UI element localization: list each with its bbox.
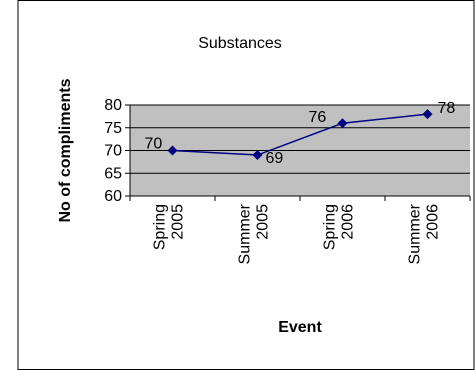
data-labels: 70 69 76 78 — [145, 100, 456, 167]
data-label: 76 — [309, 109, 327, 126]
x-tick-label-line: 2005 — [255, 204, 272, 240]
x-tick-label-line: 2005 — [170, 204, 187, 240]
data-marker — [337, 118, 348, 129]
x-tick-label-line: 2006 — [425, 204, 442, 240]
data-marker — [167, 145, 178, 156]
x-tick-label: Spring 2006 — [322, 204, 357, 250]
x-tick-labels: Spring 2005 Summer 2005 Spring 2006 Summer 2006 — [152, 203, 442, 264]
y-tick-label: 60 — [104, 188, 122, 205]
x-tick-label-line: Spring — [152, 204, 169, 250]
x-tick-label-line: Summer — [237, 203, 254, 264]
x-axis-title: Event — [278, 319, 322, 336]
data-marker — [252, 150, 263, 161]
x-tick-label: Summer 2005 — [237, 203, 272, 264]
x-tick-label-line: 2006 — [340, 204, 357, 240]
data-label: 70 — [145, 136, 163, 153]
y-tick-label: 75 — [104, 120, 122, 137]
data-markers — [167, 109, 433, 161]
y-tick-label: 80 — [104, 97, 122, 114]
gridlines — [130, 104, 470, 197]
y-tick-label: 70 — [104, 143, 122, 160]
x-tick-label: Spring 2005 — [152, 204, 187, 250]
y-tick-labels: 60 65 70 75 80 — [104, 97, 122, 205]
x-tick-label: Summer 2006 — [407, 203, 442, 264]
data-label: 78 — [438, 100, 456, 117]
data-label: 69 — [266, 150, 284, 167]
axes — [125, 104, 471, 201]
x-tick-label-line: Spring — [322, 204, 339, 250]
y-tick-label: 65 — [104, 165, 122, 182]
series-line — [172, 113, 428, 156]
data-marker — [422, 109, 433, 120]
chart-title: Substances — [198, 35, 282, 52]
x-tick-label-line: Summer — [407, 203, 424, 264]
y-axis-title: No of compliments — [57, 78, 74, 222]
